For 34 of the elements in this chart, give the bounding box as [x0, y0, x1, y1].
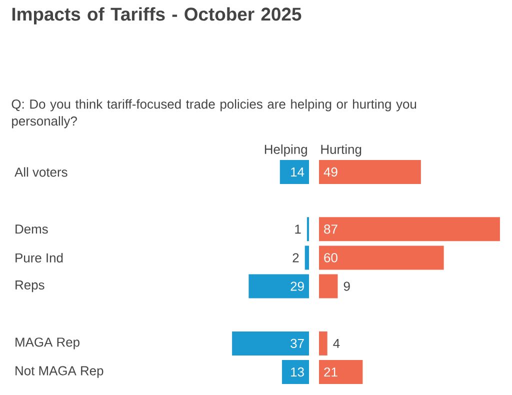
data-label: 13 [291, 367, 304, 377]
y-tick-label: Dems [16, 224, 48, 234]
bar [319, 160, 421, 184]
bar [280, 160, 310, 184]
series-label: Hurting [321, 144, 362, 157]
bar [248, 274, 310, 298]
data-label: 9 [344, 282, 350, 291]
data-label: 21 [324, 367, 338, 377]
bar [319, 274, 338, 298]
data-label: 1 [295, 224, 301, 234]
y-tick-label: Reps [16, 280, 44, 292]
bar [282, 360, 310, 384]
data-label: 37 [290, 338, 304, 348]
bar [319, 331, 328, 356]
data-label: 14 [291, 168, 304, 176]
bar [319, 360, 363, 384]
bar [319, 217, 500, 242]
y-tick-label: Not MAGA Rep [16, 366, 104, 378]
bar [304, 246, 310, 270]
series-label: Helping [264, 144, 307, 157]
bar [232, 331, 310, 356]
y-tick-label: MAGA Rep [16, 338, 80, 350]
chart-subtitle: Q: Do you think tariff-focused trade policies are helping or hurting you personally? [12, 99, 416, 128]
y-tick-label: Pure Ind [16, 252, 63, 262]
data-label: 87 [324, 224, 338, 234]
data-label: 4 [333, 338, 340, 348]
data-label: 2 [292, 253, 299, 262]
data-label: 49 [324, 167, 338, 177]
data-label: 29 [290, 282, 304, 291]
bar [306, 217, 310, 242]
bar [319, 246, 444, 270]
data-label: 60 [324, 253, 338, 262]
chart-title: Impacts of Tariffs - October 2025 [12, 7, 302, 24]
y-tick-label: All voters [14, 167, 68, 177]
